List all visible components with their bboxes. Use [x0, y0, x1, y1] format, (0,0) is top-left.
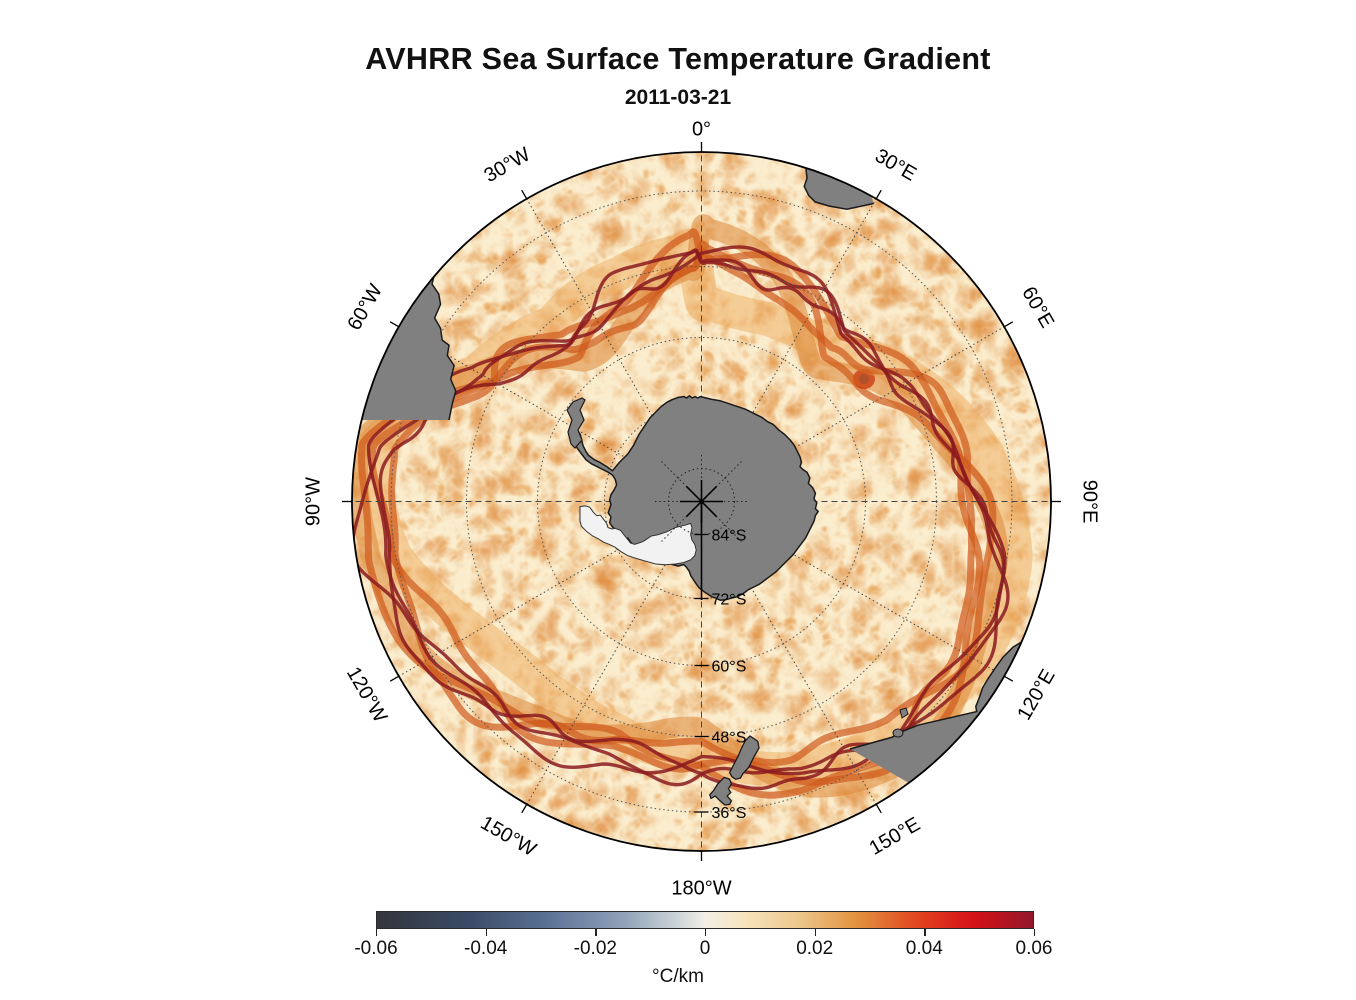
svg-text:150°E: 150°E	[866, 813, 924, 859]
svg-text:60°E: 60°E	[1017, 283, 1058, 332]
svg-text:36°S: 36°S	[712, 805, 747, 822]
svg-text:60°W: 60°W	[343, 280, 387, 334]
svg-text:30°W: 30°W	[481, 143, 535, 187]
svg-text:120°W: 120°W	[342, 663, 391, 726]
svg-text:90°W: 90°W	[302, 477, 324, 526]
svg-text:90°E: 90°E	[1079, 480, 1101, 524]
svg-text:84°S: 84°S	[712, 528, 747, 545]
svg-text:30°E: 30°E	[871, 145, 920, 186]
svg-text:48°S: 48°S	[712, 730, 747, 747]
svg-text:60°S: 60°S	[712, 659, 747, 676]
svg-text:150°W: 150°W	[477, 812, 540, 861]
svg-text:0°: 0°	[692, 118, 711, 140]
svg-text:72°S: 72°S	[712, 592, 747, 609]
svg-text:120°E: 120°E	[1013, 666, 1059, 724]
svg-text:180°W: 180°W	[671, 877, 731, 899]
